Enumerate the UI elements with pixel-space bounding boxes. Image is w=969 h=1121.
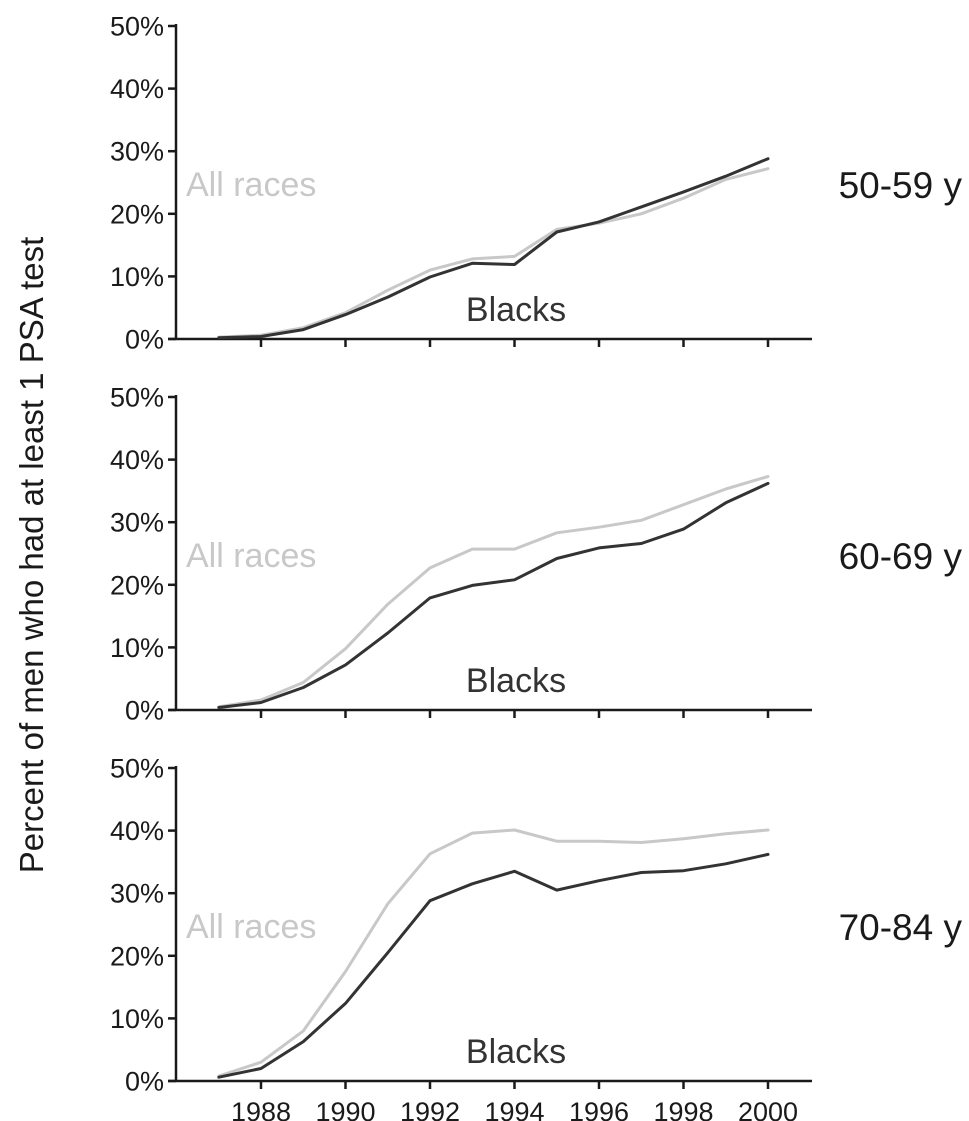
x-tick-label: 1988: [231, 1097, 291, 1121]
y-tick-label: 50%: [110, 754, 164, 784]
series-label-all-races: All races: [186, 908, 316, 946]
panel-50-59y: 0% 10% 20% 30% 40% 50% All races Blacks 50-59 y: [110, 12, 963, 355]
y-tick-label: 30%: [110, 879, 164, 909]
x-tick-label: 1994: [484, 1097, 544, 1121]
series-label-all-races: All races: [186, 166, 316, 204]
x-tick-label: 1990: [315, 1097, 375, 1121]
series-label-blacks: Blacks: [466, 1033, 566, 1071]
y-tick-label: 40%: [110, 445, 164, 475]
series-line-all-races: [217, 828, 770, 1078]
y-tick-label: 30%: [110, 137, 164, 167]
x-tick-label: 2000: [738, 1097, 798, 1121]
y-tick-label: 10%: [110, 1004, 164, 1034]
y-tick-label: 20%: [110, 570, 164, 600]
y-tick-label: 0%: [125, 325, 164, 355]
panel-label: 50-59 y: [839, 165, 963, 206]
y-tick-label: 40%: [110, 816, 164, 846]
y-tick-label: 10%: [110, 262, 164, 292]
x-tick-label: 1992: [400, 1097, 460, 1121]
x-tick-label: 1996: [569, 1097, 629, 1121]
x-tick-label: 1998: [653, 1097, 713, 1121]
y-tick-label: 50%: [110, 12, 164, 42]
y-tick-label: 30%: [110, 508, 164, 538]
panel-label: 70-84 y: [839, 907, 963, 948]
series-label-blacks: Blacks: [466, 291, 566, 329]
series-label-blacks: Blacks: [466, 662, 566, 700]
y-tick-label: 20%: [110, 941, 164, 971]
series-line-blacks: [217, 852, 770, 1079]
panel-70-84y: 0% 10% 20% 30% 40% 50% 1988 1990 1992 1994 1996 199…: [110, 754, 963, 1121]
y-tick-label: 20%: [110, 199, 164, 229]
y-tick-label: 10%: [110, 633, 164, 663]
y-axis-label: Percent of men who had at least 1 PSA te…: [13, 237, 50, 874]
series-label-all-races: All races: [186, 537, 316, 575]
y-tick-label: 50%: [110, 383, 164, 413]
y-tick-label: 0%: [125, 696, 164, 726]
series-line-blacks: [217, 157, 770, 340]
panel-label: 60-69 y: [839, 536, 963, 577]
y-tick-label: 0%: [125, 1067, 164, 1097]
series-line-blacks: [217, 481, 770, 709]
y-tick-label: 40%: [110, 74, 164, 104]
series-line-all-races: [217, 167, 770, 339]
series-line-all-races: [217, 475, 770, 709]
panel-60-69y: 0% 10% 20% 30% 40% 50% All races Blacks 60-69 y: [110, 383, 963, 726]
